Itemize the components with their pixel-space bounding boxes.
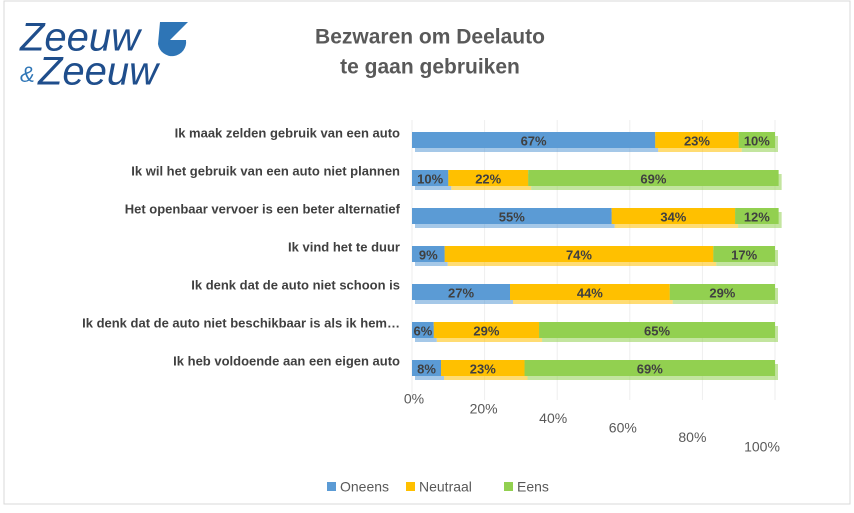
y-tick-label: Het openbaar vervoer is een beter altern… (125, 201, 401, 216)
logo-line1: Zeeuw (19, 16, 143, 60)
x-tick-label: 80% (678, 429, 706, 445)
legend-label: Eens (517, 479, 549, 495)
bar-segment (433, 322, 540, 338)
data-label: 12% (744, 209, 770, 224)
legend-label: Oneens (340, 479, 389, 495)
x-tick-label: 60% (609, 420, 637, 436)
bar-segment (524, 360, 775, 376)
bar-segment (735, 208, 779, 224)
data-label: 74% (566, 247, 592, 262)
x-tick-label: 20% (470, 400, 498, 416)
logo-amp: & (20, 62, 35, 87)
bar-segment (444, 246, 714, 262)
data-label: 29% (473, 323, 499, 338)
data-label: 29% (709, 285, 735, 300)
data-label: 22% (475, 171, 501, 186)
bar-segment (539, 322, 775, 338)
bar-segment (412, 208, 612, 224)
chart-title: Bezwaren om Deelauto (315, 26, 545, 49)
bar-segment (510, 284, 670, 300)
legend-swatch (406, 482, 415, 491)
data-label: 6% (413, 323, 432, 338)
y-tick-label: Ik heb voldoende aan een eigen auto (173, 353, 400, 368)
bar-segment (412, 132, 656, 148)
data-label: 9% (419, 247, 438, 262)
legend-label: Neutraal (419, 479, 472, 495)
bar-segment (448, 170, 529, 186)
data-label: 55% (499, 209, 525, 224)
bar-segment (412, 322, 434, 338)
bar-segment (441, 360, 525, 376)
bar-segment (669, 284, 775, 300)
y-tick-label: Ik wil het gebruik van een auto niet pla… (131, 163, 400, 178)
data-label: 17% (731, 247, 757, 262)
x-tick-label: 0% (404, 391, 424, 407)
bar-segment (713, 246, 775, 262)
bar-segment (528, 170, 779, 186)
data-label: 69% (637, 361, 663, 376)
data-label: 67% (521, 133, 547, 148)
data-label: 10% (417, 171, 443, 186)
bar-segment (412, 360, 442, 376)
bar-segment (738, 132, 775, 148)
data-label: 23% (684, 133, 710, 148)
bar-segment (655, 132, 739, 148)
data-label: 10% (744, 133, 770, 148)
bar-segment (412, 284, 511, 300)
x-tick-label: 40% (539, 410, 567, 426)
y-tick-label: Ik denk dat de auto niet beschikbaar is … (82, 315, 400, 330)
data-label: 65% (644, 323, 670, 338)
data-label: 44% (577, 285, 603, 300)
logo-mark (158, 22, 188, 57)
data-label: 69% (640, 171, 666, 186)
bar-segment (611, 208, 736, 224)
bar-segment (412, 170, 449, 186)
data-label: 8% (417, 361, 436, 376)
data-label: 23% (470, 361, 496, 376)
data-label: 27% (448, 285, 474, 300)
bar-segment (412, 246, 445, 262)
x-tick-label: 100% (744, 439, 780, 455)
legend-swatch (504, 482, 513, 491)
data-label: 34% (660, 209, 686, 224)
y-tick-label: Ik maak zelden gebruik van een auto (175, 125, 400, 140)
y-tick-label: Ik vind het te duur (288, 239, 400, 254)
chart-title: te gaan gebruiken (340, 56, 520, 79)
y-tick-label: Ik denk dat de auto niet schoon is (191, 277, 400, 292)
legend-swatch (327, 482, 336, 491)
logo-line2: Zeeuw (37, 50, 161, 94)
